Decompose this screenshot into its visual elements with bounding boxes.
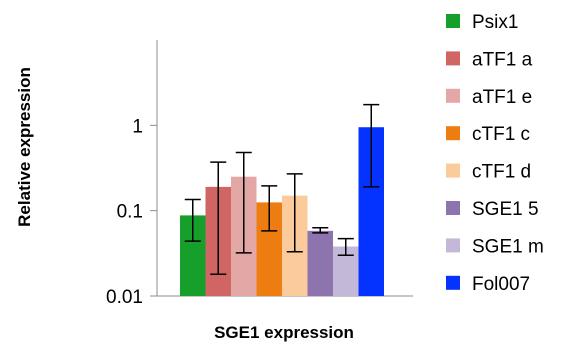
legend: Psix1 aTF1 a aTF1 e cTF1 c cTF1 d SGE1 5 SGE1 … xyxy=(446,12,544,295)
legend-label: cTF1 d xyxy=(472,162,531,183)
legend-label: aTF1 e xyxy=(472,87,532,108)
legend-swatch xyxy=(446,14,460,28)
legend-label: SGE1 m xyxy=(472,236,544,257)
legend-label: aTF1 a xyxy=(472,49,533,70)
legend-swatch xyxy=(446,201,460,215)
legend-swatch xyxy=(446,238,460,253)
y-ticks: 0.01 0.1 1 xyxy=(106,116,157,308)
legend-label: Psix1 xyxy=(472,12,518,33)
y-tick-label: 0.01 xyxy=(106,287,143,308)
legend-swatch xyxy=(446,163,460,178)
legend-label: cTF1 c xyxy=(472,124,530,145)
legend-label: SGE1 5 xyxy=(472,199,539,220)
y-tick-label: 0.1 xyxy=(117,202,143,223)
legend-swatch xyxy=(446,88,460,103)
y-axis-title: Relative expression xyxy=(15,67,34,227)
bar xyxy=(307,230,333,296)
x-axis-title: SGE1 expression xyxy=(214,323,354,342)
bars xyxy=(180,103,384,296)
y-tick-label: 1 xyxy=(132,116,143,137)
legend-swatch xyxy=(446,275,460,290)
legend-label: Fol007 xyxy=(472,274,530,295)
legend-swatch xyxy=(446,51,460,66)
legend-swatch xyxy=(446,126,460,141)
